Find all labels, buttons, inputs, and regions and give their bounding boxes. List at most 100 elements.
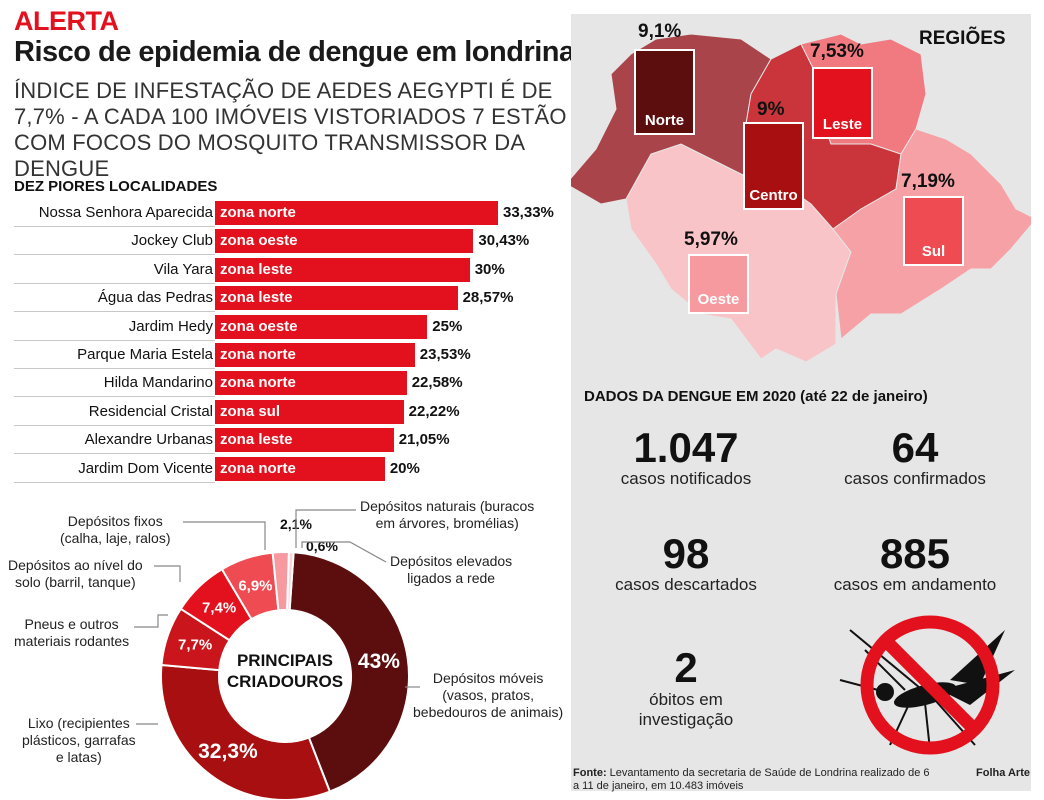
bar-value-label: 30% bbox=[474, 260, 505, 278]
leader-naturais bbox=[295, 509, 356, 548]
bar-zone-label: zona leste bbox=[220, 289, 293, 307]
annotation-naturais: Depósitos naturais (buracos em árvores, … bbox=[360, 498, 534, 532]
annotation-moveis-line-2: (vasos, pratos, bbox=[442, 687, 535, 703]
bar-row: Jardim Dom Vicente zona norte 20% bbox=[14, 456, 574, 483]
bar-row: Hilda Mandarino zona norte 22,58% bbox=[14, 371, 574, 398]
region-centro-value: 9% bbox=[757, 99, 785, 120]
bar-row: Vila Yara zona leste 30% bbox=[14, 257, 574, 284]
bar-row: Jardim Hedy zona oeste 25% bbox=[14, 314, 574, 341]
bar-category-label: Alexandre Urbanas bbox=[84, 431, 213, 449]
region-norte-value: 9,1% bbox=[638, 21, 682, 42]
source-text: Levantamento da secretaria de Saúde de L… bbox=[573, 767, 930, 792]
bar-row-divider bbox=[14, 396, 215, 398]
annotation-solo-line-2: solo (barril, tanque) bbox=[15, 574, 136, 590]
alert-label: ALERTA bbox=[14, 6, 119, 36]
donut-slice-label: 32,3% bbox=[198, 739, 258, 763]
bar-row: Água das Pedras zona leste 28,57% bbox=[14, 286, 574, 313]
bar-value-label: 28,57% bbox=[462, 289, 514, 307]
stat-descartados-label: casos descartados bbox=[615, 575, 757, 594]
donut-slice-label: 6,9% bbox=[238, 577, 273, 595]
bar-category-label: Residencial Cristal bbox=[88, 402, 213, 420]
bar bbox=[215, 399, 404, 424]
stat-descartados-value: 98 bbox=[662, 530, 710, 577]
leader-elevados bbox=[301, 541, 387, 563]
leader-fixos bbox=[183, 521, 266, 550]
bar bbox=[215, 229, 474, 254]
bar bbox=[215, 257, 470, 282]
bar-value-label: 23,53% bbox=[419, 346, 471, 363]
region-sul-label: Sul bbox=[921, 243, 946, 260]
stat-obitos-value: 2 bbox=[674, 644, 698, 691]
bar-value-label: 25% bbox=[432, 317, 463, 335]
region-centro: Centro bbox=[743, 122, 804, 210]
bar-zone-label: zona leste bbox=[220, 431, 293, 449]
bar-value-label: 22,58% bbox=[411, 374, 463, 392]
annotation-moveis: Depósitos móveis (vasos, pratos, bebedou… bbox=[413, 670, 563, 721]
credit: Folha Arte bbox=[976, 767, 1030, 779]
stat-notificados-value: 1.047 bbox=[633, 424, 739, 471]
annotation-leaders bbox=[134, 509, 420, 725]
bar-row-divider bbox=[14, 424, 215, 426]
bar-row-divider bbox=[14, 453, 215, 455]
bar bbox=[215, 371, 407, 396]
bar-value-label: 20% bbox=[389, 459, 420, 477]
bar-row-divider bbox=[14, 339, 215, 341]
donut-slice-label: 7,4% bbox=[202, 599, 237, 617]
bar-zone-label: zona norte bbox=[220, 204, 296, 221]
annotation-elevados: Depósitos elevados ligados a rede bbox=[390, 553, 512, 587]
bar-row: Parque Maria Estela zona norte 23,53% bbox=[14, 343, 574, 369]
leader-pneus bbox=[134, 614, 168, 628]
bar-category-label: Nossa Senhora Aparecida bbox=[38, 204, 213, 221]
bar-row-divider bbox=[14, 368, 215, 369]
bar-row: Jockey Club zona oeste 30,43% bbox=[14, 229, 574, 256]
donut-center-line-1: PRINCIPAIS bbox=[236, 651, 334, 670]
annotation-elevados-line-2: ligados a rede bbox=[407, 570, 496, 586]
bar-category-label: Parque Maria Estela bbox=[77, 346, 213, 363]
bar bbox=[215, 456, 385, 481]
region-oeste: Oeste bbox=[688, 254, 749, 314]
annotation-lixo-line-3: e latas) bbox=[55, 749, 102, 765]
region-norte-label: Norte bbox=[644, 112, 685, 129]
bar-category-label: Jardim Dom Vicente bbox=[78, 459, 213, 477]
bar-zone-label: zona norte bbox=[220, 346, 296, 363]
bar-zone-label: zona oeste bbox=[220, 232, 298, 250]
source-note: Fonte: Levantamento da secretaria de Saú… bbox=[573, 767, 933, 793]
annotation-solo: Depósitos ao nível do solo (barril, tanq… bbox=[8, 557, 143, 591]
region-oeste-label: Oeste bbox=[697, 291, 740, 308]
annotation-solo-line-1: Depósitos ao nível do bbox=[8, 557, 143, 573]
bar-chart-title: DEZ PIORES LOCALIDADES bbox=[14, 178, 218, 195]
bar-category-label: Jockey Club bbox=[131, 232, 213, 250]
donut-chart bbox=[160, 551, 410, 800]
source-label: Fonte: bbox=[573, 767, 607, 779]
bar bbox=[215, 201, 498, 225]
donut-slice-label: 43% bbox=[357, 649, 400, 673]
donut-slice bbox=[160, 663, 332, 800]
bar-zone-label: zona leste bbox=[220, 260, 293, 278]
region-sul-value: 7,19% bbox=[901, 171, 955, 192]
page-subtitle: ÍNDICE DE INFESTAÇÃO DE AEDES AEGYPTI É … bbox=[14, 78, 567, 181]
stat-notificados-label: casos notificados bbox=[620, 469, 752, 488]
bar-category-label: Hilda Mandarino bbox=[103, 374, 213, 392]
donut-slice-label: 7,7% bbox=[178, 636, 213, 654]
bar-zone-label: zona sul bbox=[220, 402, 281, 420]
region-leste-label: Leste bbox=[822, 116, 863, 133]
donut-center-line-2: CRIADOUROS bbox=[226, 672, 344, 691]
stat-andamento-value: 885 bbox=[879, 530, 951, 577]
stat-obitos-label: óbitos em investigação bbox=[638, 690, 734, 729]
bar-row-divider bbox=[14, 481, 215, 483]
annotation-pneus-line-2: materiais rodantes bbox=[14, 633, 130, 649]
stats-title: DADOS DA DENGUE EM 2020 (até 22 de janei… bbox=[584, 388, 928, 405]
bar-value-label: 30,43% bbox=[478, 232, 530, 250]
donut-slice bbox=[288, 551, 410, 793]
annotation-naturais-line-1: Depósitos naturais (buracos bbox=[360, 498, 535, 514]
region-norte: Norte bbox=[634, 49, 695, 135]
bar-zone-label: zona norte bbox=[220, 374, 296, 392]
annotation-fixos: Depósitos fixos (calha, laje, ralos) bbox=[60, 513, 171, 547]
region-leste-value: 7,53% bbox=[810, 41, 864, 62]
bar bbox=[215, 343, 415, 367]
bar-category-label: Vila Yara bbox=[153, 260, 213, 278]
region-sul: Sul bbox=[903, 196, 964, 266]
bar-zone-label: zona oeste bbox=[220, 317, 298, 335]
bar bbox=[215, 314, 428, 339]
annotation-pneus-line-1: Pneus e outros bbox=[24, 616, 119, 632]
